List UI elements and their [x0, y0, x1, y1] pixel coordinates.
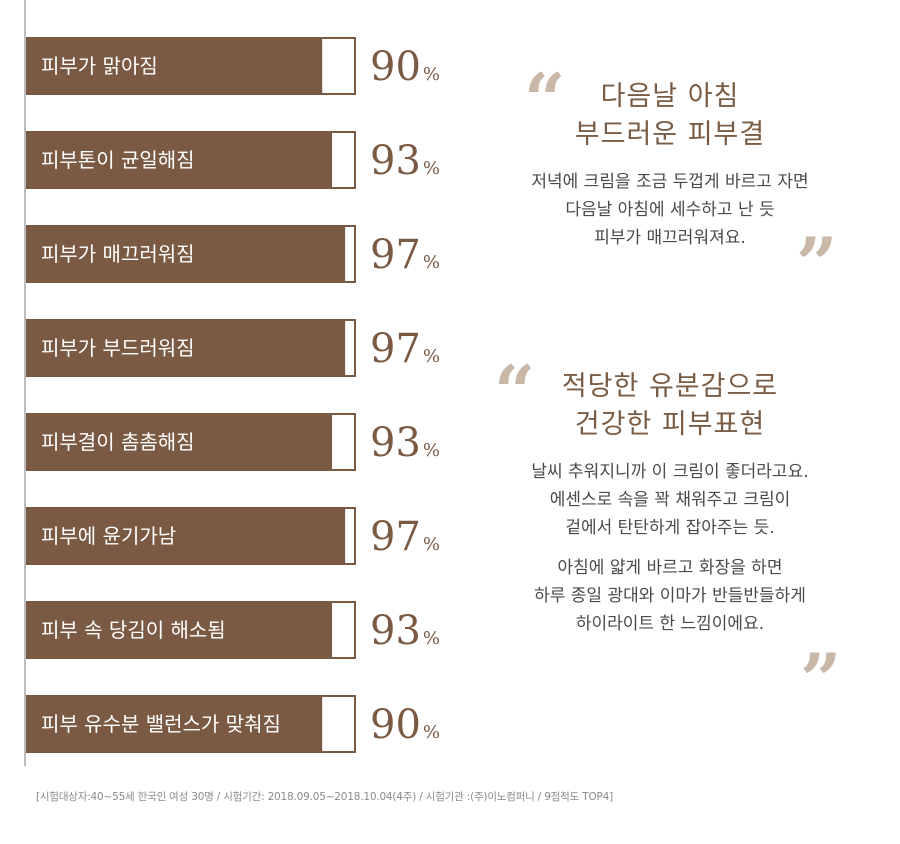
- testimonial-2-title-line: 적당한 유분감으로: [561, 371, 779, 402]
- testimonial-1-title: 다음날 아침 부드러운 피부결: [470, 78, 870, 154]
- bar-category-label: 피부결이 촘촘해짐: [41, 430, 195, 454]
- testimonial-2-body-line: 하루 종일 광대와 이마가 반들반들하게: [534, 586, 806, 606]
- testimonial-2-body-line: 아침에 얇게 바르고 화장을 하면: [557, 558, 783, 578]
- bar-value-label: 97%: [370, 326, 440, 372]
- bar-category-label: 피부가 매끄러워짐: [41, 242, 195, 266]
- bar-value-label: 93%: [370, 608, 440, 654]
- bar: [27, 508, 346, 564]
- close-quote-icon: ”: [796, 221, 838, 306]
- testimonial-2-body-line: 하이라이트 한 느낌이에요.: [575, 614, 765, 634]
- testimonial-1: “ 다음날 아침 부드러운 피부결 저녁에 크림을 조금 두껍게 바르고 자면 …: [470, 64, 870, 300]
- close-quote-icon: ”: [800, 637, 842, 722]
- bar-category-label: 피부가 부드러워짐: [41, 336, 195, 360]
- bar-value-label: 90%: [370, 44, 440, 90]
- testimonial-2-title-line: 건강한 피부표현: [574, 409, 766, 440]
- open-quote-icon: “: [524, 57, 566, 142]
- testimonial-2-body: 날씨 추워지니까 이 크림이 좋더라고요. 에센스로 속을 꽉 채워주고 크림이…: [470, 458, 870, 638]
- bar: [27, 602, 333, 658]
- testimonial-2-body-line: 날씨 추워지니까 이 크림이 좋더라고요.: [531, 462, 809, 482]
- bar-value-label: 97%: [370, 514, 440, 560]
- testimonial-1-body-line: 피부가 매끄러워져요.: [594, 228, 746, 248]
- testimonial-1-title-line: 다음날 아침: [600, 81, 740, 112]
- testimonial-1-body-line: 저녁에 크림을 조금 두껍게 바르고 자면: [531, 172, 809, 192]
- bar-category-label: 피부 속 당김이 해소됨: [41, 618, 226, 642]
- open-quote-icon: “: [494, 349, 536, 434]
- bar: [27, 132, 333, 188]
- bar: [27, 38, 323, 94]
- bar: [27, 320, 346, 376]
- bar: [27, 414, 333, 470]
- bar: [27, 696, 323, 752]
- bar-value-label: 90%: [370, 702, 440, 748]
- bar-value-label: 97%: [370, 232, 440, 278]
- bar-category-label: 피부톤이 균일해짐: [41, 148, 195, 172]
- bar-value-label: 93%: [370, 138, 440, 184]
- testimonial-2-title: 적당한 유분감으로 건강한 피부표현: [470, 368, 870, 444]
- bar-category-label: 피부가 맑아짐: [41, 54, 158, 78]
- bar: [27, 226, 346, 282]
- testimonial-1-body: 저녁에 크림을 조금 두껍게 바르고 자면 다음날 아침에 세수하고 난 듯 피…: [470, 168, 870, 252]
- bar-value-label: 93%: [370, 420, 440, 466]
- testimonial-2: “ 적당한 유분감으로 건강한 피부표현 날씨 추워지니까 이 크림이 좋더라고…: [470, 356, 870, 716]
- testimonial-2-body-line: 에센스로 속을 꽉 채워주고 크림이: [549, 490, 791, 510]
- bar-category-label: 피부에 윤기가남: [41, 524, 176, 548]
- testimonial-1-body-line: 다음날 아침에 세수하고 난 듯: [565, 200, 775, 220]
- test-conditions-footnote: [시험대상자:40~55세 한국인 여성 30명 / 시험기간: 2018.09…: [36, 791, 614, 803]
- survey-bar-chart: 피부가 맑아짐 90 % 피부톤이 균일해짐 93 % 피부가 매끄러워짐 97 % 피부가 부드…: [24, 0, 440, 766]
- testimonial-2-body-line: 겉에서 탄탄하게 잡아주는 듯.: [565, 518, 775, 538]
- bar-category-label: 피부 유수분 밸런스가 맞춰짐: [41, 712, 281, 736]
- testimonial-1-title-line: 부드러운 피부결: [574, 119, 766, 150]
